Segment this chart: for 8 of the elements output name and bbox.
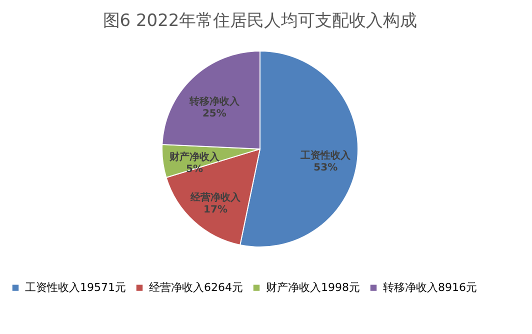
data-label: 转移净收入 25% [188,95,240,120]
legend-label: 财产净收入1998元 [266,280,360,294]
chart-title: 图6 2022年常住居民人均可支配收入构成 [102,11,418,31]
legend-label: 工资性收入19571元 [25,280,126,294]
data-label: 工资性收入 53% [300,150,352,174]
legend-label: 经营净收入6264元 [149,280,243,294]
data-label: 经营净收入 17% [189,192,242,216]
legend-label: 转移净收入8916元 [383,280,477,294]
